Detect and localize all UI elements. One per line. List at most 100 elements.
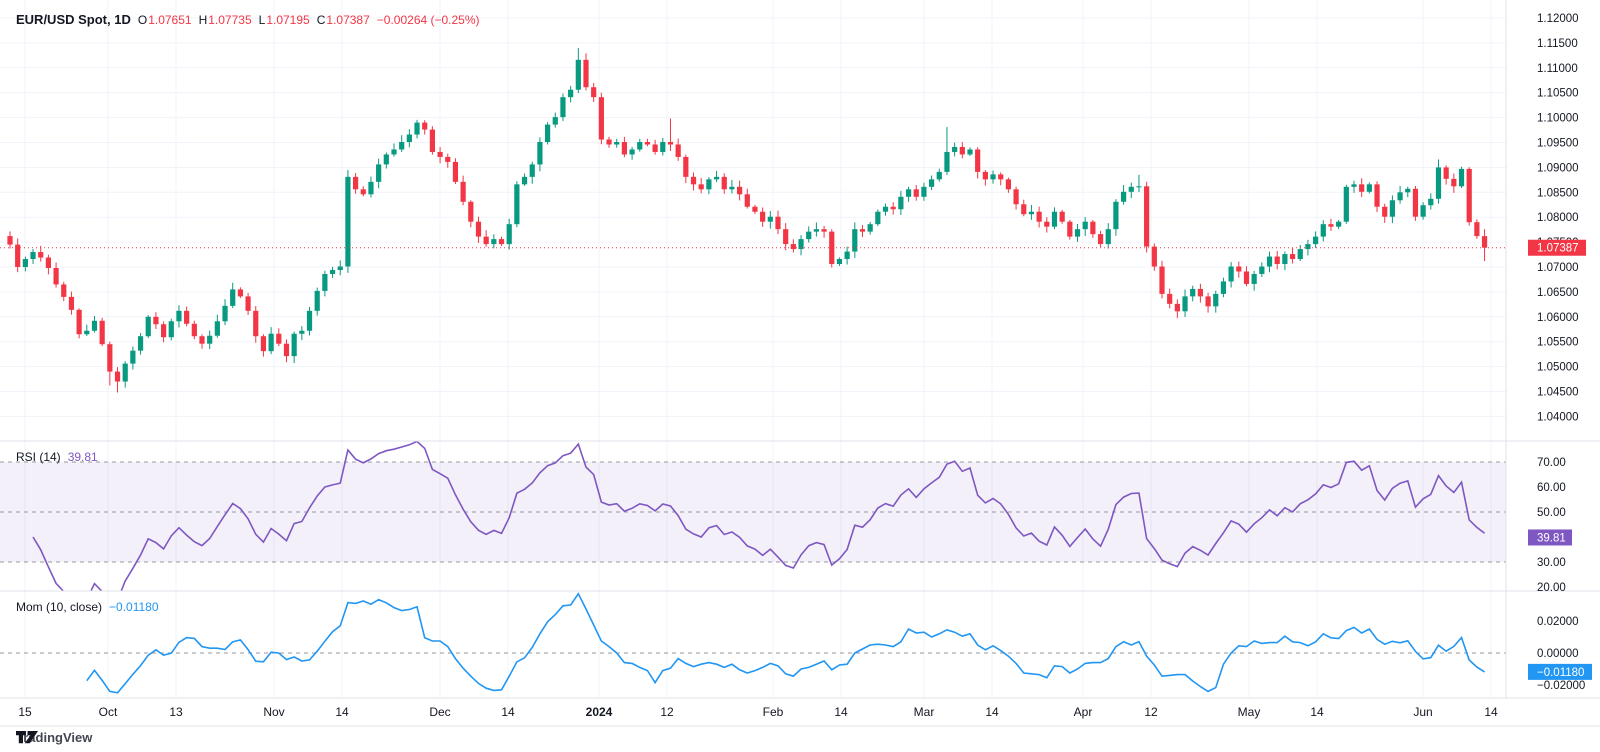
rsi-axis-label: 70.00 [1537,457,1566,469]
svg-text:1.07387: 1.07387 [1537,243,1579,255]
time-axis-label: Apr [1074,705,1093,719]
candle [982,170,988,186]
candle [1382,203,1388,223]
time-axis-label: Mar [914,705,935,719]
time-axis[interactable]: 15 Oct 13 Nov 14 Dec 14 2024 12 Feb 14 Mar 14 Apr 12 Ma… [18,705,1498,719]
candle [429,126,435,155]
candle [1113,199,1119,236]
candle [614,138,620,148]
candle [545,122,551,145]
candle [368,176,374,198]
candle [1451,173,1457,193]
candle [1474,219,1480,239]
price-axis-label: 1.10000 [1537,113,1579,125]
candle [1213,290,1219,313]
time-axis-label: Nov [263,705,284,719]
candle [606,136,612,148]
rsi-axis-label: 50.00 [1537,507,1566,519]
candle [1144,181,1150,253]
candle [713,170,720,182]
candle [721,173,727,194]
price-axis[interactable]: 1.12000 1.11500 1.11000 1.10500 1.10000 1.095… [1537,13,1585,692]
candle [621,136,627,158]
candle [813,222,819,237]
time-axis-label: 12 [660,705,674,719]
candle [637,138,643,152]
candle [1051,207,1058,230]
candle [498,236,505,246]
candle [353,173,359,194]
time-axis-label: 13 [169,705,183,719]
candle [852,222,858,258]
candle [1313,231,1319,248]
candle [975,147,981,179]
candle [1097,230,1104,248]
mom-axis-label: 0.02000 [1537,616,1579,628]
candle [506,218,512,250]
momentum-line [86,592,1485,694]
candle [990,170,996,184]
candle [7,231,13,249]
candle [1343,184,1349,224]
candle [245,292,251,315]
candle [260,334,267,357]
candle [30,249,36,264]
symbol-legend[interactable]: EUR/USD Spot, 1D O 1.07651 H 1.07735 L 1.07… [16,12,480,27]
candle [936,168,942,182]
candle [660,137,666,156]
candle [1174,299,1180,319]
time-axis-label: 14 [985,705,999,719]
time-axis-label: 15 [18,705,32,719]
candle [598,92,604,145]
candle [1274,251,1280,270]
mom-axis-label: 0.00000 [1537,648,1579,660]
candle [760,207,766,227]
time-axis-label: May [1238,705,1261,719]
time-axis-label: 2024 [586,705,613,719]
candle [491,234,497,249]
candle [1236,261,1242,278]
momentum-legend[interactable]: Mom (10, close) −0.01180 [16,600,159,614]
candle [1128,182,1134,199]
candle [744,188,750,209]
candle [1466,167,1472,226]
candle [560,93,566,121]
candle [821,225,827,238]
candle [337,260,343,276]
candle [1320,220,1326,242]
candle [222,299,228,326]
time-axis-label: Dec [429,705,450,719]
candle [230,282,236,309]
time-axis-label: 14 [1310,705,1324,719]
candle [84,324,90,337]
candle [514,181,520,228]
candle [452,158,459,185]
candle [998,172,1004,186]
candle [283,339,290,363]
rsi-band [0,461,1506,654]
candle [875,209,881,226]
candle [1266,251,1273,273]
price-axis-label: 1.11500 [1537,38,1578,50]
candle [1074,223,1081,242]
candle [1374,181,1380,213]
candle [737,180,743,201]
rsi-legend[interactable]: RSI (14) 39.81 [16,450,98,464]
candle [859,225,866,238]
candle [145,315,151,338]
candle [1336,219,1342,230]
candle [168,318,174,341]
tradingview-logo[interactable]: TradingView [16,730,92,745]
candle [1090,220,1096,238]
mom-axis-label: −0.02000 [1537,680,1585,692]
price-axis-label: 1.05500 [1537,337,1579,349]
candle [537,137,543,172]
mom-value-badge: −0.01180 [1528,663,1592,680]
candle [1420,202,1426,220]
candle [253,305,259,343]
candle [1105,223,1111,249]
candle [913,184,919,201]
candle [667,118,674,151]
